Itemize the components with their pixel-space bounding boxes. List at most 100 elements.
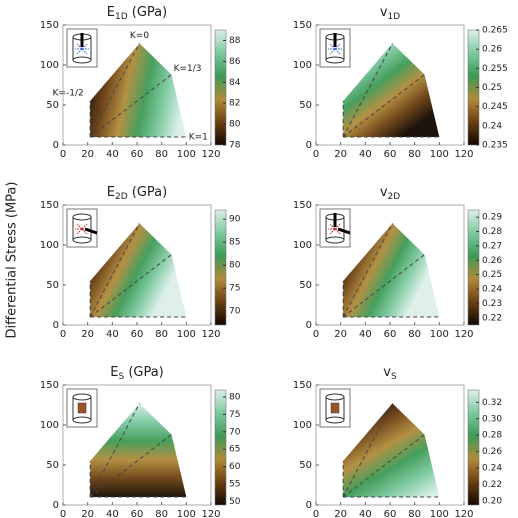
colorbar xyxy=(214,209,227,326)
x-tick-label: 120 xyxy=(454,329,473,340)
colorbar-tick-label: 0.29 xyxy=(482,213,502,223)
colorbar-tick-label: 0.27 xyxy=(482,241,502,251)
icon xyxy=(334,228,341,235)
y-tick-label: 150 xyxy=(40,20,59,31)
title-main: E xyxy=(107,5,115,20)
x-tick-label: 100 xyxy=(430,149,449,160)
colorbar-tick-label: 0.30 xyxy=(482,414,502,424)
y-axis-label: Differential Stress (MPa) xyxy=(5,182,20,339)
icon xyxy=(81,223,88,230)
x-tick-label: 20 xyxy=(334,329,347,340)
icon xyxy=(329,228,336,235)
x-tick-label: 20 xyxy=(81,329,94,340)
chart-title: E2D (GPa) xyxy=(107,185,167,202)
k-line xyxy=(89,74,172,138)
title-sub: 2D xyxy=(115,192,128,202)
colorbar-tick-label: 55 xyxy=(229,480,240,490)
x-tick-label: 100 xyxy=(177,329,196,340)
icon xyxy=(329,43,336,50)
y-tick-label: 0 xyxy=(53,320,59,331)
colorbar-tick-label: 80 xyxy=(229,120,241,130)
x-tick-label: 40 xyxy=(106,329,119,340)
colorbar-tick-label: 78 xyxy=(229,141,241,151)
x-tick-label: 80 xyxy=(408,509,421,518)
x-tick-label: 100 xyxy=(430,509,449,518)
colorbar-tick-label: 90 xyxy=(229,215,241,225)
x-tick-label: 100 xyxy=(177,149,196,160)
contour-region xyxy=(90,223,187,317)
x-tick-label: 120 xyxy=(201,329,220,340)
colorbar-tick-label: 0.26 xyxy=(482,256,502,266)
y-tick-label: 100 xyxy=(40,240,59,251)
icon xyxy=(84,227,98,235)
y-tick-label: 0 xyxy=(53,500,59,511)
y-tick-label: 50 xyxy=(299,100,312,111)
colorbar-tick-label: 75 xyxy=(229,410,240,420)
k-line xyxy=(342,434,425,498)
icon xyxy=(334,43,341,50)
colorbar-tick-label: 0.25 xyxy=(482,270,502,280)
colorbar-tick-label: 70 xyxy=(229,307,241,317)
title-unit: (GPa) xyxy=(132,185,167,200)
x-tick-label: 40 xyxy=(106,149,119,160)
x-tick-label: 0 xyxy=(60,149,66,160)
icon xyxy=(81,43,88,50)
x-tick-label: 60 xyxy=(384,329,397,340)
chart-title: vS xyxy=(383,365,397,382)
title-main: E xyxy=(107,185,115,200)
y-tick-label: 0 xyxy=(53,140,59,151)
k-line xyxy=(342,223,393,318)
colorbar-tick-label: 84 xyxy=(229,78,241,88)
y-tick-label: 0 xyxy=(306,140,312,151)
colorbar xyxy=(214,389,227,506)
x-tick-label: 80 xyxy=(155,329,168,340)
x-tick-label: 0 xyxy=(313,509,319,518)
y-tick-label: 50 xyxy=(46,280,59,291)
icon xyxy=(81,228,88,235)
x-tick-label: 120 xyxy=(201,509,220,518)
icon xyxy=(329,223,336,230)
chart-title: ES (GPa) xyxy=(110,365,164,382)
x-tick-label: 80 xyxy=(155,509,168,518)
colorbar-tick-label: 60 xyxy=(229,462,241,472)
title-main: v xyxy=(380,185,388,200)
y-tick-label: 0 xyxy=(306,320,312,331)
x-tick-label: 40 xyxy=(359,149,372,160)
x-tick-label: 20 xyxy=(81,149,94,160)
chart-title: v1D xyxy=(380,5,400,22)
contour-region xyxy=(90,43,187,137)
colorbar-tick-label: 0.22 xyxy=(482,480,502,490)
x-tick-label: 20 xyxy=(334,149,347,160)
y-tick-label: 100 xyxy=(293,60,312,71)
icon xyxy=(334,48,341,55)
icon-frame xyxy=(319,208,351,248)
colorbar-tick-label: 0.255 xyxy=(482,64,508,74)
y-tick-label: 150 xyxy=(40,380,59,391)
colorbar xyxy=(467,209,480,326)
colorbar-tick-label: 0.28 xyxy=(482,227,502,237)
y-tick-label: 150 xyxy=(40,200,59,211)
colorbar-tick-label: 82 xyxy=(229,99,240,109)
x-tick-label: 120 xyxy=(454,149,473,160)
title-unit: (GPa) xyxy=(132,5,167,20)
title-sub: 2D xyxy=(388,192,401,202)
colorbar-tick-label: 75 xyxy=(229,284,240,294)
x-tick-label: 0 xyxy=(60,329,66,340)
icon xyxy=(76,228,83,235)
k-line xyxy=(342,43,393,138)
k-line xyxy=(342,74,425,138)
colorbar-tick-label: 0.265 xyxy=(482,26,508,36)
colorbar-tick-label: 0.26 xyxy=(482,447,502,457)
colorbar xyxy=(214,29,227,146)
icon xyxy=(76,43,83,50)
colorbar-tick-label: 0.22 xyxy=(482,313,502,323)
title-main: v xyxy=(383,365,391,380)
k-line xyxy=(342,254,425,318)
y-tick-label: 100 xyxy=(40,60,59,71)
colorbar-tick-label: 0.20 xyxy=(482,496,502,506)
x-tick-label: 20 xyxy=(334,509,347,518)
title-sub: S xyxy=(118,372,124,382)
contour-region xyxy=(343,223,440,317)
icon xyxy=(337,227,351,235)
